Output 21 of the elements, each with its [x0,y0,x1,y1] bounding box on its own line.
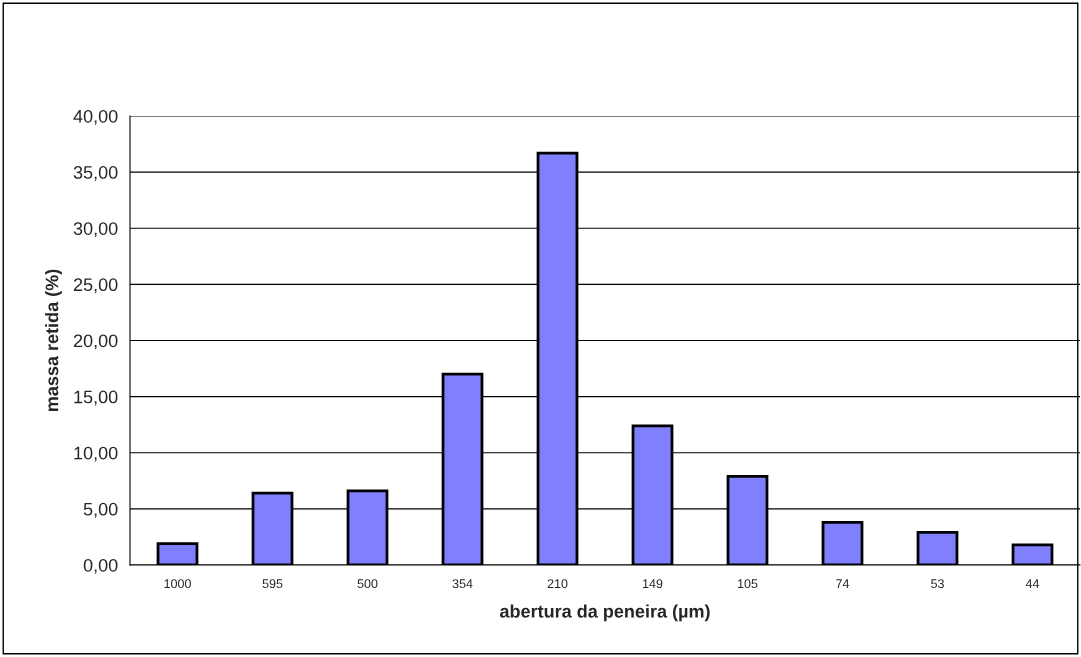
x-axis-title: abertura da peneira (µm) [500,604,710,622]
x-tick-label: 595 [262,579,283,589]
y-axis-title: massa retida (%) [45,269,62,412]
y-tick-label: 35,00 [73,166,118,181]
x-tick-label: 44 [1025,579,1040,588]
y-tick-label: 15,00 [74,390,118,406]
y-tick-label: 30,00 [73,222,118,238]
x-tick-label: 105 [738,579,758,589]
y-tick-label: 10,00 [74,446,118,462]
y-tick-label: 20,00 [73,334,118,350]
y-tick-label: 40,00 [73,109,118,125]
x-tick-label: 53 [931,579,944,589]
x-tick-label: 149 [643,579,663,589]
x-tick-label: 1000 [164,579,191,589]
x-tick-label: 354 [452,579,473,589]
y-tick-label: 5,00 [83,502,118,518]
x-tick-label: 210 [547,579,568,589]
x-tick-label: 74 [836,579,850,588]
y-tick-label: 25,00 [73,278,118,294]
x-tick-label: 500 [357,579,378,589]
y-tick-label: 0,00 [83,558,118,574]
